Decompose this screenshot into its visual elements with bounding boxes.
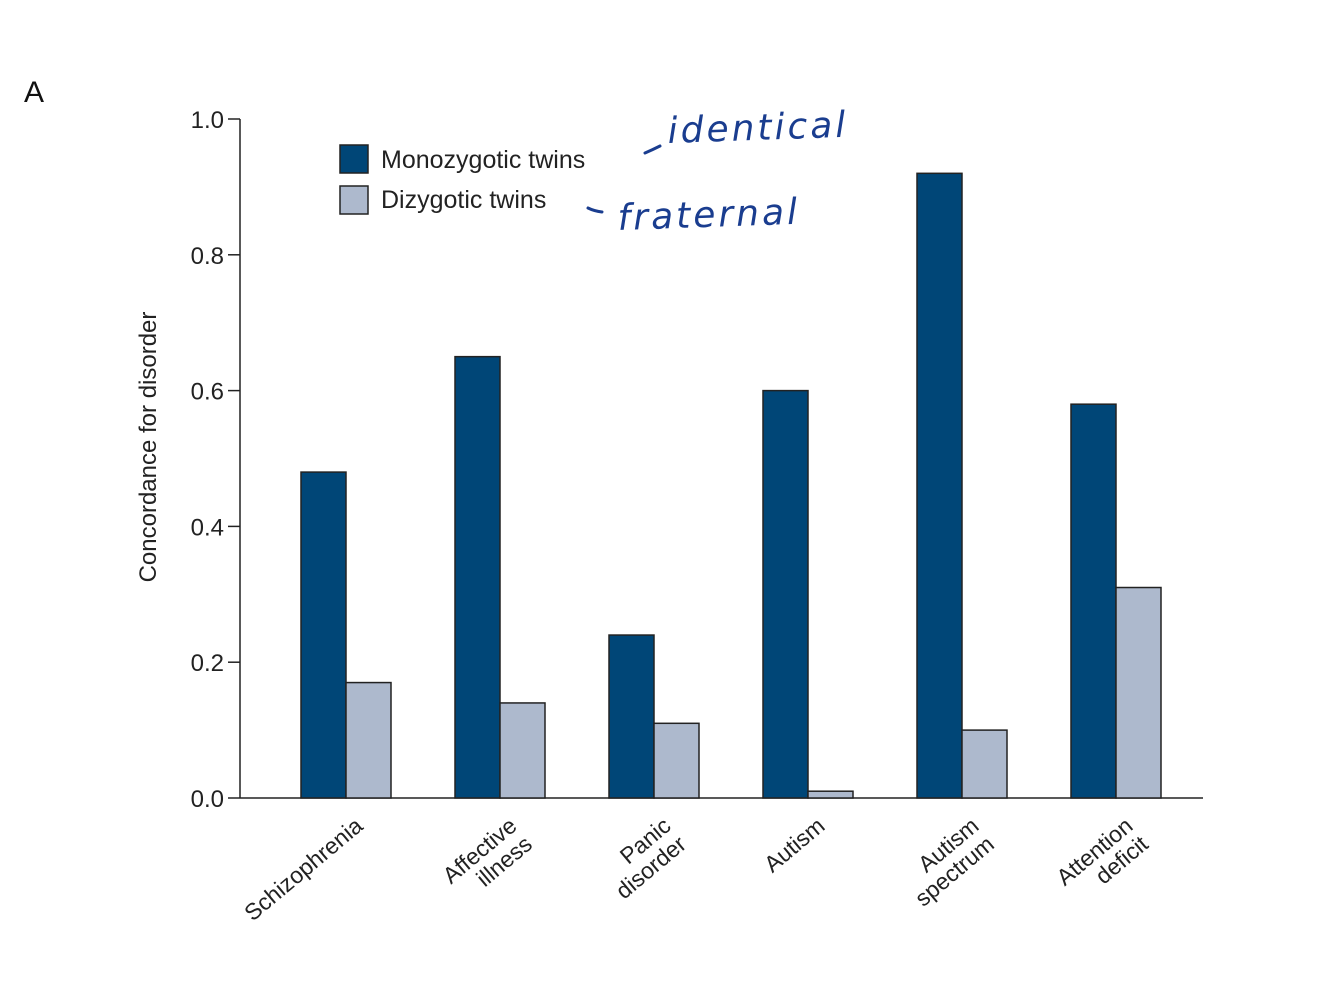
handwritten-annotations: identical fraternal	[586, 105, 849, 239]
bar-dizygotic	[653, 722, 700, 799]
x-tick-label: Autismspectrum	[894, 812, 999, 911]
bars	[300, 172, 1162, 799]
panel-letter: A	[24, 76, 44, 109]
legend-swatch-monozygotic	[339, 144, 369, 174]
x-tick-label: Schizophrenia	[239, 812, 368, 926]
bar-monozygotic	[916, 172, 963, 799]
y-tick-label: 0.6	[191, 379, 224, 406]
legend-label-dizygotic: Dizygotic twins	[381, 186, 546, 214]
x-tick-label: Autism	[759, 812, 830, 877]
bar-dizygotic	[807, 790, 854, 799]
y-tick-label: 0.2	[191, 650, 224, 677]
x-tick-label: Panicdisorder	[595, 812, 691, 904]
bar-monozygotic	[300, 471, 347, 799]
annotation-dash-fraternal	[586, 206, 604, 214]
bar-monozygotic	[762, 389, 809, 799]
x-tick-label: Affectiveillness	[438, 812, 537, 907]
bar-dizygotic	[345, 681, 392, 799]
bar-dizygotic	[961, 729, 1008, 799]
annotation-identical: identical	[667, 105, 849, 152]
y-tick-label: 0.0	[191, 786, 224, 813]
bar-monozygotic	[454, 355, 501, 799]
legend: Monozygotic twins Dizygotic twins	[339, 144, 585, 215]
bar-monozygotic	[1070, 403, 1117, 799]
category-labels: Schizophrenia Affectiveillness Panicdisord…	[239, 812, 1153, 926]
bar-dizygotic	[1115, 586, 1162, 799]
y-tick-label: 1.0	[191, 107, 224, 134]
annotation-fraternal: fraternal	[617, 192, 801, 239]
legend-swatch-dizygotic	[339, 185, 369, 215]
y-axis: 0.0 0.2 0.4 0.6 0.8 1.0	[191, 107, 241, 813]
annotation-dash-identical	[643, 144, 662, 155]
legend-label-monozygotic: Monozygotic twins	[381, 146, 585, 174]
x-tick-label: Attentiondeficit	[1051, 812, 1153, 909]
bar-dizygotic	[499, 702, 546, 799]
y-tick-label: 0.4	[191, 514, 224, 541]
y-tick-label: 0.8	[191, 243, 224, 270]
bar-monozygotic	[608, 634, 655, 799]
y-axis-title: Concordance for disorder	[135, 312, 162, 583]
